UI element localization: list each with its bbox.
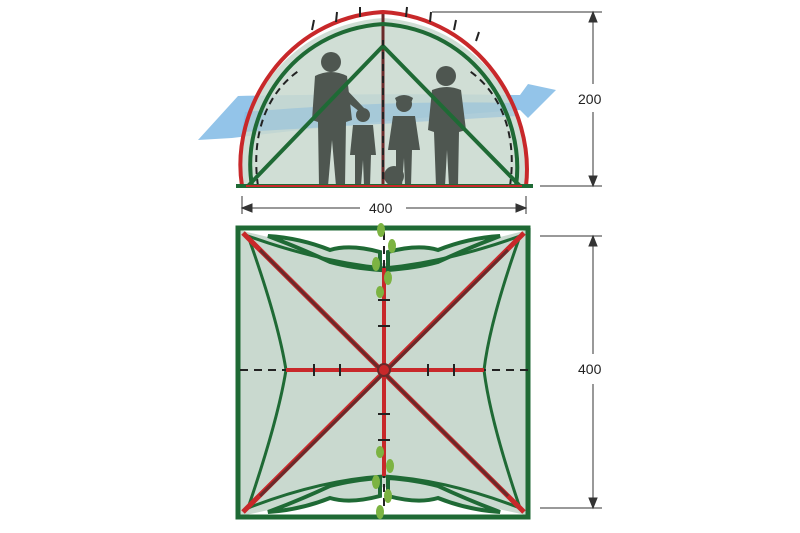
inner-tent-dashes bbox=[255, 40, 513, 187]
depth-dimension bbox=[540, 234, 602, 510]
height-label: 200 bbox=[578, 91, 602, 107]
a-frame-poles bbox=[246, 44, 522, 188]
width-dimension bbox=[240, 196, 528, 214]
depth-label: 400 bbox=[578, 361, 602, 377]
height-dimension bbox=[432, 10, 602, 188]
footprints-icon bbox=[372, 223, 396, 519]
tent-top-view: 400 bbox=[235, 223, 602, 520]
pole-arc bbox=[238, 9, 529, 187]
width-label: 400 bbox=[369, 200, 393, 216]
pole-hub bbox=[377, 363, 391, 377]
top-pole-ticks bbox=[313, 299, 455, 441]
tent-side-view: 200 400 bbox=[198, 6, 602, 216]
vestibule-bulges bbox=[267, 234, 501, 514]
frame-outline-side bbox=[248, 21, 520, 187]
pole-ticks bbox=[311, 6, 480, 42]
family-silhouette-icon bbox=[312, 52, 466, 186]
